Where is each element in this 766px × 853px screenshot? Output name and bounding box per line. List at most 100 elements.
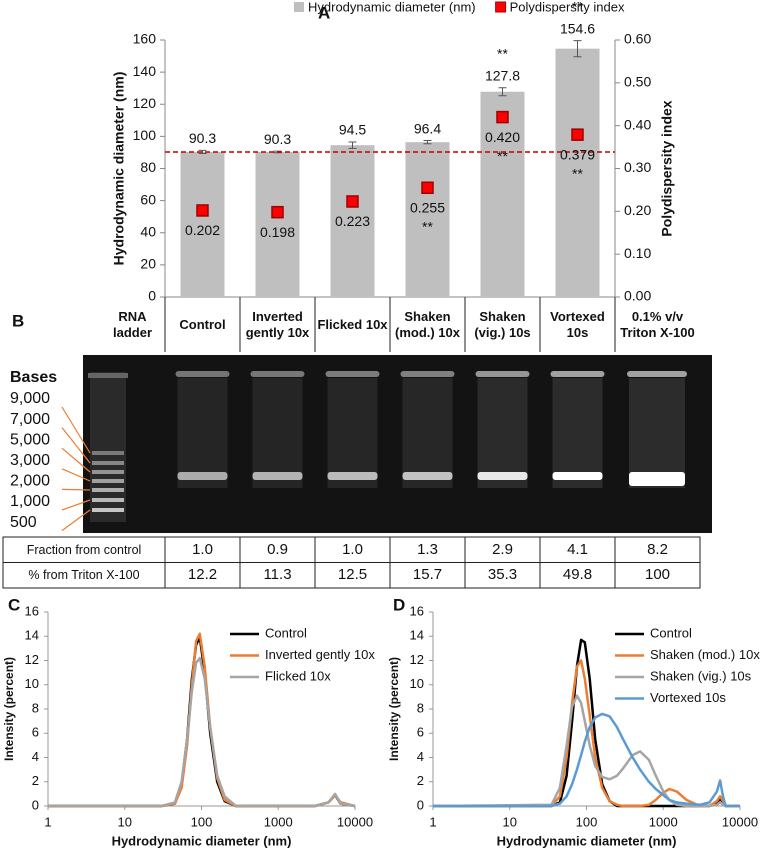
lane-header: Vortexed 10s	[550, 308, 605, 340]
legend-label: Hydrodynamic diameter (nm)	[308, 0, 476, 14]
series-line	[433, 712, 740, 808]
bar	[180, 151, 225, 297]
rna-band	[252, 472, 303, 480]
bar	[555, 48, 600, 297]
ladder-band	[92, 498, 124, 502]
ladder-size-label: 1,000	[10, 493, 50, 510]
bar	[480, 91, 525, 297]
well	[627, 371, 687, 377]
rna-band	[402, 472, 453, 480]
series-line	[433, 638, 740, 808]
y-tick-label: 10	[25, 676, 39, 691]
x-tick-label: 10000	[337, 814, 373, 829]
ladder-size-label: 500	[10, 514, 37, 531]
ladder-size-label: 9,000	[10, 390, 50, 407]
marker-value-label: 0.202	[185, 222, 220, 238]
rna-band	[552, 472, 603, 480]
lane-header: 0.1% v/v Triton X-100	[620, 308, 695, 340]
x-axis-title: Hydrodynamic diameter (nm)	[112, 833, 292, 848]
legend-label: Control	[650, 625, 692, 640]
lane-smear	[629, 378, 685, 488]
table-cell: 1.3	[417, 540, 438, 558]
error-bar	[198, 149, 207, 155]
x-axis-title: Hydrodynamic diameter (nm)	[497, 833, 677, 848]
marker	[271, 205, 284, 219]
x-tick-label: 10	[118, 814, 132, 829]
y-tick-label: 12	[410, 652, 424, 667]
table-cell: 11.3	[263, 566, 292, 584]
y-axis-title: Hydrodynamic diameter (nm)	[111, 72, 127, 266]
x-tick-label: 1	[429, 814, 436, 829]
marker	[421, 181, 434, 195]
bar-value-label: 96.4	[414, 120, 441, 136]
series-line	[48, 656, 356, 808]
y-tick-label: 160	[133, 31, 157, 47]
y-tick-label: 0	[417, 797, 424, 812]
gel-image	[83, 355, 712, 533]
ladder-title: Bases	[10, 369, 57, 386]
ladder-pointer	[61, 427, 91, 464]
panel-label: C	[8, 595, 20, 614]
bar	[330, 145, 375, 297]
y2-tick-label: 0.50	[624, 74, 651, 90]
table-cell: 1.0	[342, 540, 363, 558]
marker	[571, 128, 584, 141]
table-cell: 35.3	[487, 566, 518, 584]
marker	[196, 204, 209, 217]
ladder-pointer	[61, 488, 91, 491]
table-cell: 100	[644, 566, 671, 584]
lane-smear	[552, 378, 603, 488]
y2-tick-label: 0.10	[624, 245, 651, 261]
well	[175, 371, 230, 377]
y-tick-label: 40	[140, 223, 156, 239]
lane-header: Shaken (vig.) 10s	[474, 308, 531, 340]
lane-smear	[477, 378, 528, 488]
bar-value-label: 90.3	[189, 130, 216, 146]
table-cell: 1.0	[192, 540, 213, 558]
y2-tick-label: 0.40	[624, 116, 651, 132]
rna-band	[629, 472, 685, 486]
legend-label: Shaken (mod.) 10x	[650, 647, 760, 662]
ladder-band	[92, 470, 124, 474]
legend-label: Flicked 10x	[265, 668, 331, 683]
legend-label: Control	[265, 625, 307, 640]
ladder-band	[92, 461, 124, 465]
y-tick-label: 8	[417, 700, 424, 715]
marker-value-label: 0.223	[335, 213, 370, 229]
well	[550, 371, 605, 377]
y-tick-label: 10	[410, 676, 424, 691]
x-tick-label: 100	[576, 814, 598, 829]
lane-header: Control	[179, 316, 226, 332]
row-label: Fraction from control	[26, 542, 142, 557]
ladder-size-label: 7,000	[10, 411, 50, 428]
ladder-lane	[90, 372, 126, 522]
lane-header: Inverted gently 10x	[245, 308, 310, 340]
marker-value-label: 0.379	[560, 146, 595, 162]
x-tick-label: 1	[44, 814, 51, 829]
x-tick-label: 10	[503, 814, 517, 829]
panel-label: D	[393, 595, 405, 614]
y-tick-label: 12	[25, 652, 39, 667]
y-tick-label: 16	[410, 603, 424, 618]
error-bar	[573, 40, 582, 58]
ladder-size-label: 5,000	[10, 431, 50, 448]
bar-value-label: 90.3	[264, 131, 291, 147]
marker-value-label: 0.255	[410, 199, 445, 215]
rna-band	[327, 472, 378, 480]
x-tick-label: 1000	[264, 814, 293, 829]
legend-label: Polydispersity index	[510, 0, 625, 14]
ladder-pointer	[61, 447, 91, 473]
significance-mark: **	[422, 218, 433, 234]
y-tick-label: 80	[140, 159, 156, 175]
ladder-pointer	[61, 499, 91, 511]
legend-label: Shaken (vig.) 10s	[650, 668, 752, 683]
y-tick-label: 6	[417, 725, 424, 740]
ladder-band	[92, 488, 124, 492]
marker-value-label: 0.198	[260, 224, 295, 240]
ladder-band	[92, 479, 124, 483]
legend-swatch	[294, 2, 304, 12]
legend-label: Inverted gently 10x	[265, 647, 375, 662]
bar-value-label: 127.8	[485, 67, 520, 83]
y-tick-label: 20	[140, 256, 156, 272]
